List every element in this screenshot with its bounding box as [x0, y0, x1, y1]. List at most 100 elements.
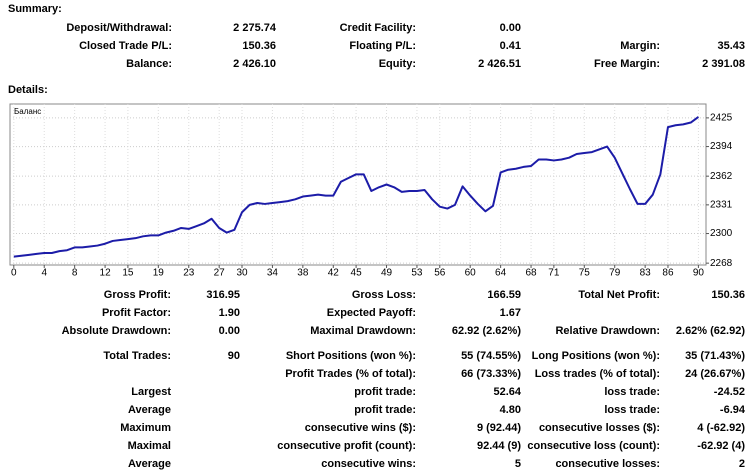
series-label: Баланс: [14, 107, 41, 116]
cell-value: 62.92 (2.62%): [451, 325, 521, 337]
cell-label: Closed Trade P/L:: [79, 40, 172, 52]
x-tick-label: 79: [609, 268, 621, 279]
cell-value: 166.59: [487, 289, 521, 301]
cell-label: loss trade:: [604, 386, 660, 398]
cell-value: 52.64: [493, 386, 521, 398]
cell-label: Average: [127, 458, 171, 470]
cell-label: consecutive wins:: [321, 458, 416, 470]
cell-value: 66 (73.33%): [461, 368, 521, 380]
x-tick-label: 86: [662, 268, 674, 279]
cell-label: Absolute Drawdown:: [61, 325, 171, 337]
cell-label: consecutive loss (count):: [527, 440, 660, 452]
cell-label: loss trade:: [604, 404, 660, 416]
cell-value: 2.62% (62.92): [675, 325, 745, 337]
x-tick-label: 42: [328, 268, 340, 279]
x-tick-label: 83: [640, 268, 652, 279]
cell-label: Maximal: [127, 440, 171, 452]
x-tick-label: 71: [548, 268, 560, 279]
cell-value: 1.90: [218, 307, 240, 319]
x-tick-label: 68: [525, 268, 537, 279]
plot-frame: [9, 103, 707, 266]
x-tick-label: 8: [72, 268, 78, 279]
x-tick-label: 0: [11, 268, 17, 279]
cell-label: Short Positions (won %):: [285, 350, 416, 362]
x-tick-label: 19: [153, 268, 165, 279]
cell-value: 2 391.08: [702, 58, 745, 70]
cell-label: consecutive losses:: [555, 458, 660, 470]
cell-label: consecutive losses ($):: [538, 422, 660, 434]
x-tick-label: 38: [297, 268, 309, 279]
cell-value: 35 (71.43%): [685, 350, 745, 362]
cell-label: profit trade:: [354, 386, 416, 398]
cell-label: Profit Trades (% of total):: [285, 368, 416, 380]
cell-label: Total Net Profit:: [578, 289, 660, 301]
cell-value: -6.94: [719, 404, 745, 416]
cell-label: Free Margin:: [593, 58, 660, 70]
cell-label: Margin:: [620, 40, 660, 52]
cell-value: 92.44 (9): [476, 440, 521, 452]
y-tick-label: 2331: [710, 199, 733, 210]
cell-label: Deposit/Withdrawal:: [66, 22, 172, 34]
cell-label: Relative Drawdown:: [555, 325, 660, 337]
cell-value: 316.95: [206, 289, 240, 301]
cell-label: consecutive wins ($):: [304, 422, 416, 434]
cell-label: Gross Profit:: [103, 289, 171, 301]
cell-value: 35.43: [717, 40, 745, 52]
cell-label: Maximal Drawdown:: [310, 325, 416, 337]
section-title: Summary:: [8, 3, 62, 15]
cell-value: 4 (-62.92): [697, 422, 745, 434]
x-tick-label: 15: [122, 268, 134, 279]
x-tick-label: 4: [41, 268, 47, 279]
x-tick-label: 53: [411, 268, 423, 279]
cell-value: 0.00: [218, 325, 240, 337]
x-tick-label: 23: [183, 268, 195, 279]
cell-value: 24 (26.67%): [685, 368, 745, 380]
cell-value: -24.52: [713, 386, 745, 398]
y-tick-label: 2362: [710, 171, 733, 182]
cell-value: 150.36: [242, 40, 276, 52]
cell-label: Profit Factor:: [101, 307, 171, 319]
cell-value: 0.00: [499, 22, 521, 34]
x-tick-label: 45: [351, 268, 363, 279]
x-tick-label: 75: [579, 268, 591, 279]
cell-value: 2 426.10: [233, 58, 276, 70]
cell-value: 4.80: [499, 404, 521, 416]
cell-value: 2 426.51: [478, 58, 521, 70]
cell-value: 5: [514, 458, 521, 470]
y-tick-label: 2425: [710, 113, 733, 124]
cell-label: Floating P/L:: [349, 40, 416, 52]
cell-value: 9 (92.44): [476, 422, 521, 434]
cell-value: 150.36: [711, 289, 745, 301]
cell-value: 2: [738, 458, 745, 470]
cell-label: Average: [127, 404, 171, 416]
cell-value: 2 275.74: [233, 22, 276, 34]
cell-label: Credit Facility:: [339, 22, 416, 34]
cell-value: 90: [227, 350, 240, 362]
x-tick-label: 60: [465, 268, 477, 279]
y-tick-label: 2300: [710, 228, 733, 239]
cell-label: Gross Loss:: [351, 289, 416, 301]
cell-label: consecutive profit (count):: [277, 440, 416, 452]
x-tick-label: 49: [381, 268, 393, 279]
x-tick-label: 27: [214, 268, 226, 279]
cell-label: Long Positions (won %):: [531, 350, 660, 362]
balance-line: [13, 116, 699, 258]
cell-label: Maximum: [120, 422, 171, 434]
cell-label: Loss trades (% of total):: [534, 368, 660, 380]
cell-label: Expected Payoff:: [326, 307, 416, 319]
x-tick-label: 30: [236, 268, 248, 279]
cell-value: 55 (74.55%): [461, 350, 521, 362]
cell-label: Balance:: [126, 58, 172, 70]
cell-label: profit trade:: [354, 404, 416, 416]
cell-label: Largest: [131, 386, 171, 398]
cell-value: 1.67: [499, 307, 521, 319]
x-tick-label: 64: [495, 268, 507, 279]
chart: 2268 2300 2331 2362 2394 2425 0 4 8 12 15 19 23 27 30 3…: [9, 103, 733, 279]
section-title: Details:: [8, 84, 48, 96]
x-tick-label: 12: [100, 268, 112, 279]
cell-value: -62.92 (4): [697, 440, 745, 452]
x-tick-label: 90: [693, 268, 705, 279]
y-tick-label: 2268: [710, 258, 733, 269]
x-tick-label: 56: [434, 268, 446, 279]
